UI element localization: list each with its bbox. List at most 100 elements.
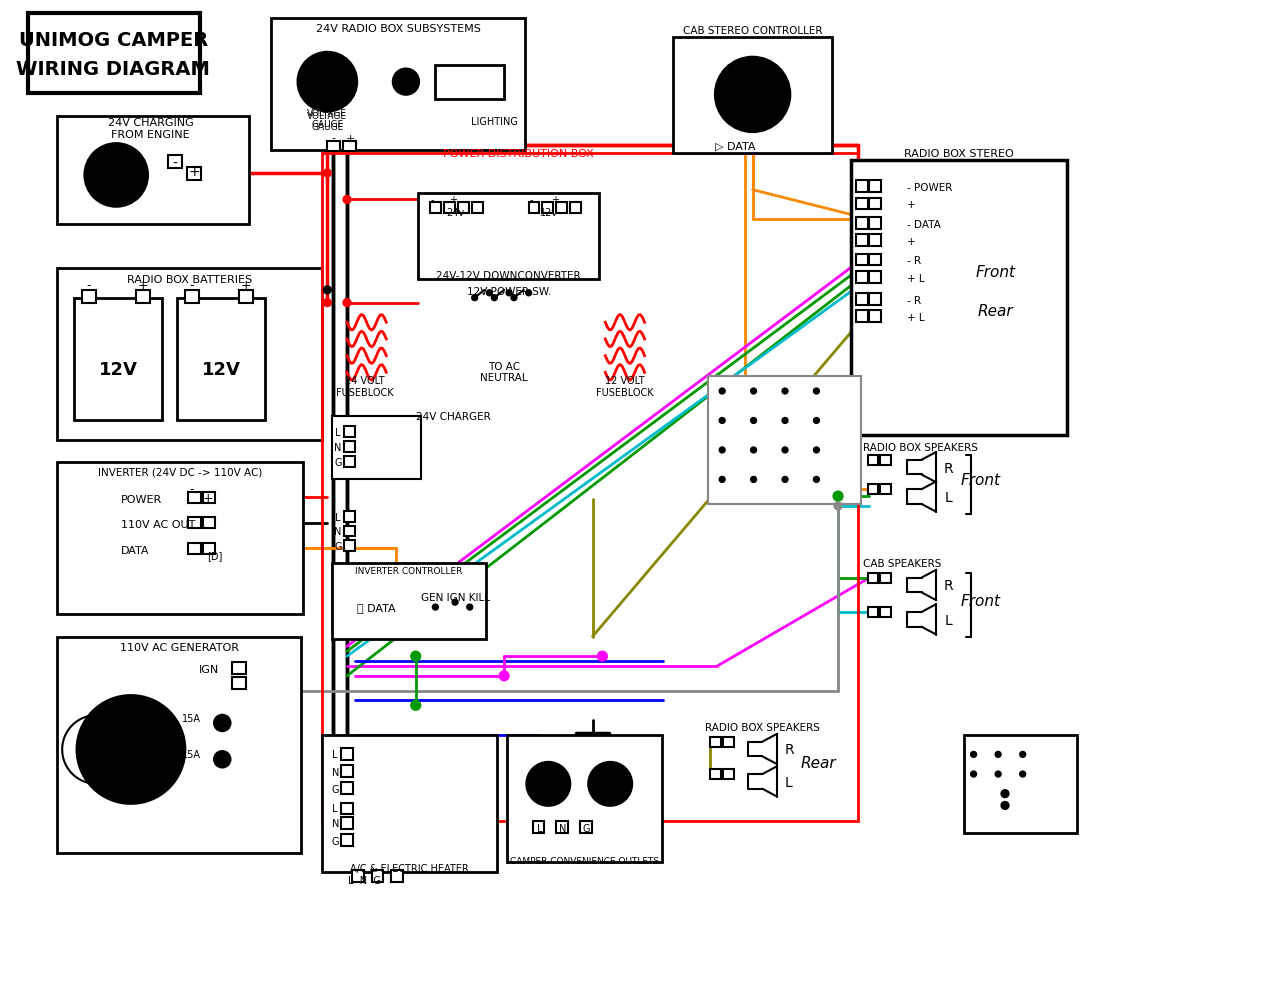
Bar xyxy=(58,462,303,614)
Bar xyxy=(28,14,200,94)
Circle shape xyxy=(598,652,607,661)
Text: L: L xyxy=(333,749,338,759)
Bar xyxy=(435,66,504,100)
Text: RADIO BOX SPEAKERS: RADIO BOX SPEAKERS xyxy=(863,442,978,452)
Text: L: L xyxy=(785,775,792,789)
Text: Front: Front xyxy=(960,472,1001,487)
Bar xyxy=(856,254,868,266)
Text: N: N xyxy=(332,818,339,828)
Text: R: R xyxy=(943,461,952,475)
Bar xyxy=(340,749,353,760)
Bar xyxy=(710,737,721,747)
Text: GEN IGN KILL: GEN IGN KILL xyxy=(421,593,489,603)
Text: -: - xyxy=(430,196,434,206)
Text: 12v: 12v xyxy=(540,208,558,218)
Bar xyxy=(340,834,353,846)
Bar xyxy=(856,181,868,193)
Bar xyxy=(430,204,442,214)
Circle shape xyxy=(526,291,531,297)
Circle shape xyxy=(750,389,756,394)
Bar xyxy=(58,117,248,225)
Text: Front: Front xyxy=(960,593,1001,608)
Bar xyxy=(417,194,599,280)
Bar xyxy=(344,456,355,467)
Bar xyxy=(232,677,246,689)
Bar xyxy=(343,141,356,152)
Text: RADIO BOX STEREO: RADIO BOX STEREO xyxy=(904,149,1014,159)
Circle shape xyxy=(472,296,477,301)
Bar xyxy=(328,141,340,152)
Bar xyxy=(136,291,150,303)
Text: -: - xyxy=(87,279,91,292)
Bar xyxy=(271,19,525,151)
Text: - DATA: - DATA xyxy=(906,220,941,230)
Circle shape xyxy=(1020,771,1025,777)
Text: UNIMOG CAMPER: UNIMOG CAMPER xyxy=(19,31,207,50)
Bar xyxy=(202,492,215,504)
Circle shape xyxy=(750,477,756,482)
Bar xyxy=(964,735,1076,833)
Circle shape xyxy=(1001,801,1009,809)
Bar xyxy=(532,821,544,833)
Text: 12V: 12V xyxy=(202,361,241,379)
Bar xyxy=(352,871,364,883)
Circle shape xyxy=(782,447,788,453)
Bar xyxy=(344,541,355,552)
Bar xyxy=(869,218,881,230)
Text: R: R xyxy=(785,743,794,756)
Text: 15A: 15A xyxy=(182,749,201,759)
Bar xyxy=(344,441,355,452)
Bar xyxy=(82,291,96,303)
Circle shape xyxy=(452,600,458,606)
Circle shape xyxy=(719,389,724,394)
Text: N: N xyxy=(559,823,567,833)
Circle shape xyxy=(298,53,357,112)
Text: -: - xyxy=(530,196,534,206)
Bar xyxy=(58,637,301,853)
Circle shape xyxy=(835,503,842,511)
Circle shape xyxy=(77,696,184,803)
Circle shape xyxy=(782,418,788,424)
Circle shape xyxy=(814,389,819,394)
Text: +: + xyxy=(241,279,251,292)
Bar xyxy=(557,204,567,214)
Bar xyxy=(869,311,881,323)
Circle shape xyxy=(324,299,332,307)
Bar xyxy=(708,377,860,505)
Text: L: L xyxy=(536,823,543,833)
Text: ▷ DATA: ▷ DATA xyxy=(714,141,755,151)
Circle shape xyxy=(741,83,764,107)
Text: INVERTER (24V DC -> 110V AC): INVERTER (24V DC -> 110V AC) xyxy=(97,467,262,477)
Text: + L: + L xyxy=(906,274,924,284)
Bar xyxy=(868,573,878,583)
Circle shape xyxy=(814,447,819,453)
Circle shape xyxy=(411,652,421,661)
Bar xyxy=(188,544,201,555)
Bar xyxy=(392,871,403,883)
Text: 24 VOLT
FUSEBLOCK: 24 VOLT FUSEBLOCK xyxy=(335,376,393,397)
Circle shape xyxy=(782,389,788,394)
Circle shape xyxy=(343,197,351,205)
Text: - POWER: - POWER xyxy=(906,183,952,193)
Text: L: L xyxy=(335,428,340,438)
Bar xyxy=(344,526,355,537)
Text: VOLTAGE
GAUGE: VOLTAGE GAUGE xyxy=(307,109,347,128)
Bar xyxy=(202,544,215,555)
Circle shape xyxy=(343,299,351,307)
Text: - R: - R xyxy=(906,295,920,305)
Bar xyxy=(340,765,353,777)
Text: Rear: Rear xyxy=(978,304,1012,319)
Text: VOLTAGE
GAUGE: VOLTAGE GAUGE xyxy=(307,112,347,131)
Text: +: + xyxy=(906,237,919,247)
Text: 110V AC GENERATOR: 110V AC GENERATOR xyxy=(119,643,238,653)
Bar xyxy=(580,821,591,833)
Bar xyxy=(851,161,1068,435)
Text: G: G xyxy=(334,542,342,552)
Text: TO AC
NEUTRAL: TO AC NEUTRAL xyxy=(480,361,527,383)
Circle shape xyxy=(970,751,977,757)
Text: RADIO BOX BATTERIES: RADIO BOX BATTERIES xyxy=(127,275,252,285)
Text: +: + xyxy=(137,279,148,292)
Bar xyxy=(74,299,163,421)
Bar xyxy=(881,484,891,494)
Text: 12V: 12V xyxy=(99,361,137,379)
